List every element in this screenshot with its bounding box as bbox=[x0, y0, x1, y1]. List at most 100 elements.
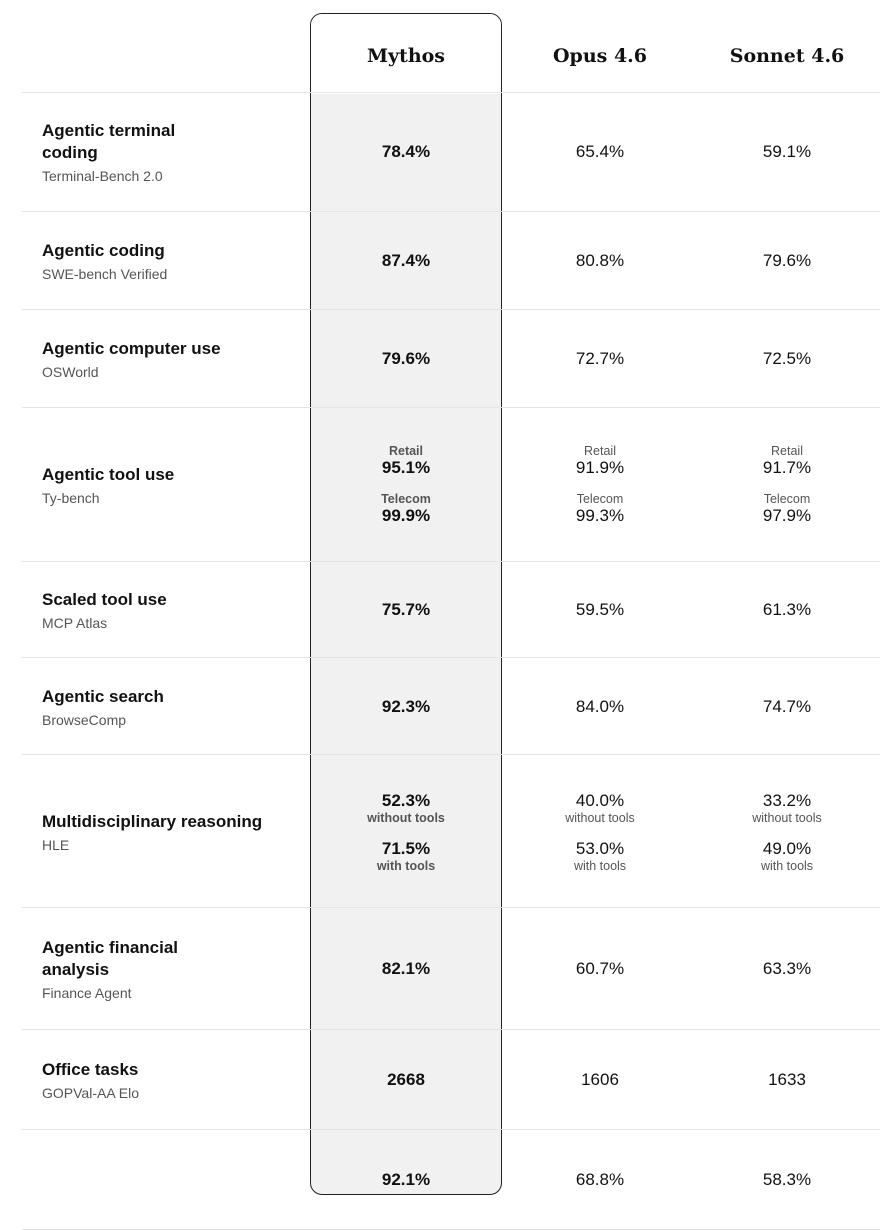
benchmark-name: GOPVal-AA Elo bbox=[42, 1085, 140, 1101]
benchmark-title: Agentic terminal coding bbox=[42, 121, 176, 162]
score-variant-label: Retail bbox=[584, 444, 616, 458]
score-value: 87.4% bbox=[381, 251, 431, 270]
score-value: 59.5% bbox=[575, 600, 625, 619]
score-cell: 1633 bbox=[692, 1070, 880, 1090]
score-value: 1633 bbox=[768, 1070, 806, 1089]
divider bbox=[22, 561, 880, 562]
score-variant-label: Telecom bbox=[763, 492, 811, 506]
benchmark-title: Agentic coding bbox=[42, 241, 165, 260]
benchmark-name: HLE bbox=[42, 836, 70, 853]
score-cell: Retail 95.1% Telecom 99.9% bbox=[311, 444, 501, 526]
score-variant-label: without tools bbox=[752, 810, 822, 825]
score-value: 52.3% bbox=[381, 790, 431, 810]
table-row: 92.1% 68.8% 58.3% bbox=[0, 1130, 880, 1230]
score-value: 68.8% bbox=[575, 1170, 625, 1189]
benchmark-label: Agentic financial analysis Finance Agent bbox=[42, 937, 292, 1001]
benchmark-title: Scaled tool use bbox=[42, 590, 167, 609]
score-cell: Retail 91.7% Telecom 97.9% bbox=[692, 444, 880, 526]
benchmark-title: Agentic financial analysis bbox=[42, 938, 179, 979]
table-row: Agentic terminal coding Terminal-Bench 2.… bbox=[0, 92, 880, 212]
score-cell: 40.0% without tools 53.0% with tools bbox=[505, 791, 695, 873]
score-value: 79.6% bbox=[762, 251, 812, 270]
benchmark-label: Multidisciplinary reasoning HLE bbox=[42, 811, 292, 853]
score-value: 40.0% bbox=[575, 790, 625, 810]
score-cell: 59.1% bbox=[692, 142, 880, 162]
divider bbox=[22, 657, 880, 658]
score-variant-label: Retail bbox=[388, 444, 424, 458]
score-value: 82.1% bbox=[381, 959, 431, 978]
score-cell: 61.3% bbox=[692, 600, 880, 620]
table-row: Scaled tool use MCP Atlas 75.7% 59.5% 61.3% bbox=[0, 562, 880, 658]
score-cell: 63.3% bbox=[692, 959, 880, 979]
score-value: 95.1% bbox=[381, 458, 431, 477]
score-value: 91.7% bbox=[762, 458, 812, 477]
score-value: 1606 bbox=[581, 1070, 619, 1089]
score-cell: 1606 bbox=[505, 1070, 695, 1090]
column-header-mythos: Mythos bbox=[366, 45, 446, 67]
benchmark-title: Agentic tool use bbox=[42, 465, 175, 484]
benchmark-name: Ty-bench bbox=[42, 490, 100, 506]
score-value: 92.3% bbox=[381, 696, 431, 716]
score-value: 92.1% bbox=[381, 1170, 431, 1189]
score-cell: 59.5% bbox=[505, 600, 695, 620]
score-cell: 92.1% bbox=[311, 1170, 501, 1190]
score-value: 84.0% bbox=[575, 696, 625, 716]
score-cell: 87.4% bbox=[311, 251, 501, 271]
table-row: Agentic tool use Ty-bench Retail 95.1% Telec… bbox=[0, 408, 880, 562]
score-cell: 60.7% bbox=[505, 959, 695, 979]
benchmark-label: Office tasks GOPVal-AA Elo bbox=[42, 1059, 292, 1101]
score-value: 71.5% bbox=[381, 838, 431, 858]
benchmark-title: Multidisciplinary reasoning bbox=[42, 811, 263, 831]
divider bbox=[22, 754, 880, 755]
score-cell: 65.4% bbox=[505, 142, 695, 162]
benchmark-title: Office tasks bbox=[42, 1060, 139, 1079]
score-cell: 58.3% bbox=[692, 1170, 880, 1190]
score-variant-label: Retail bbox=[771, 444, 803, 458]
benchmark-name: Finance Agent bbox=[42, 985, 132, 1001]
score-cell: 72.7% bbox=[505, 349, 695, 369]
benchmark-name: OSWorld bbox=[42, 364, 99, 380]
score-variant-label: with tools bbox=[376, 858, 436, 873]
score-cell: 79.6% bbox=[311, 349, 501, 369]
score-variant-label: Telecom bbox=[381, 492, 431, 506]
score-cell: 2668 bbox=[311, 1070, 501, 1090]
benchmark-label: Agentic search BrowseComp bbox=[42, 686, 292, 728]
benchmark-label bbox=[42, 1178, 292, 1182]
score-cell: 52.3% without tools 71.5% with tools bbox=[311, 791, 501, 873]
score-value: 99.9% bbox=[381, 506, 431, 525]
divider bbox=[22, 1029, 880, 1030]
score-cell: 33.2% without tools 49.0% with tools bbox=[692, 791, 880, 873]
divider bbox=[22, 407, 880, 408]
score-value: 91.9% bbox=[575, 458, 625, 477]
score-cell: 80.8% bbox=[505, 251, 695, 271]
score-value: 60.7% bbox=[575, 959, 625, 978]
score-cell: 79.6% bbox=[692, 251, 880, 271]
score-value: 61.3% bbox=[762, 600, 812, 619]
table-row: Office tasks GOPVal-AA Elo 2668 1606 1633 bbox=[0, 1030, 880, 1130]
score-value: 97.9% bbox=[762, 506, 812, 525]
benchmark-name: BrowseComp bbox=[42, 711, 127, 728]
benchmark-label: Agentic tool use Ty-bench bbox=[42, 464, 292, 506]
score-value: 75.7% bbox=[381, 600, 431, 619]
score-value: 80.8% bbox=[575, 251, 625, 270]
benchmark-name: Terminal-Bench 2.0 bbox=[42, 168, 163, 184]
table-row: Agentic search BrowseComp 92.3% 84.0% 74.7% bbox=[0, 658, 880, 755]
benchmark-label: Agentic computer use OSWorld bbox=[42, 338, 292, 380]
score-value: 59.1% bbox=[762, 142, 812, 161]
benchmark-name: SWE-bench Verified bbox=[42, 266, 168, 282]
benchmark-name: MCP Atlas bbox=[42, 615, 108, 631]
score-cell: 92.3% bbox=[311, 697, 501, 717]
score-value: 63.3% bbox=[762, 959, 812, 978]
divider bbox=[22, 1129, 880, 1130]
score-value: 99.3% bbox=[575, 506, 625, 525]
score-variant-label: Telecom bbox=[576, 492, 624, 506]
table-row: Agentic coding SWE-bench Verified 87.4% 80.… bbox=[0, 212, 880, 310]
score-cell: 82.1% bbox=[311, 959, 501, 979]
score-variant-label: without tools bbox=[367, 810, 445, 825]
highlighted-column bbox=[310, 13, 502, 1195]
score-value: 79.6% bbox=[381, 349, 431, 368]
table-row: Agentic financial analysis Finance Agent 8… bbox=[0, 908, 880, 1030]
score-value: 53.0% bbox=[575, 838, 625, 858]
divider bbox=[22, 92, 880, 93]
table-row: Agentic computer use OSWorld 79.6% 72.7% 72.… bbox=[0, 310, 880, 408]
